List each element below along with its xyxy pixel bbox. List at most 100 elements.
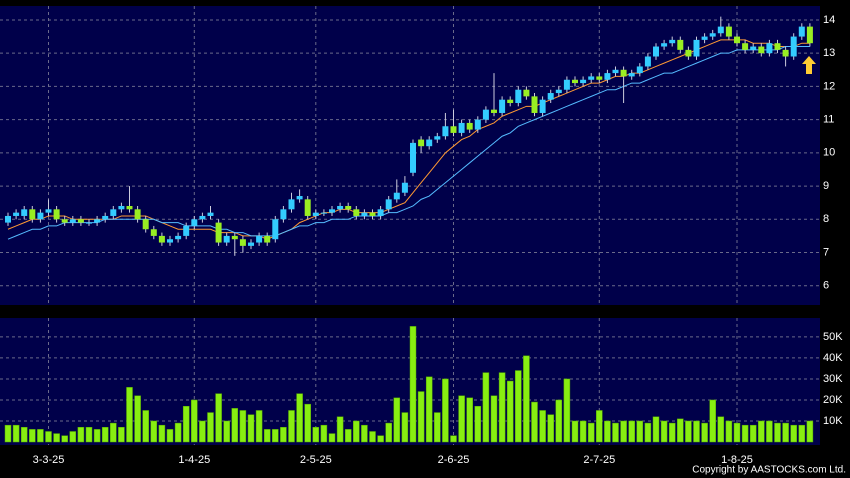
candle-body bbox=[369, 212, 376, 216]
volume-bar bbox=[312, 427, 320, 443]
candle-body bbox=[86, 222, 92, 224]
candle-body bbox=[53, 209, 60, 220]
candle-body bbox=[644, 56, 651, 67]
candle-body bbox=[385, 199, 392, 210]
volume-bar bbox=[191, 399, 198, 443]
volume-bar bbox=[166, 429, 174, 443]
candle-body bbox=[183, 225, 190, 236]
candle-body bbox=[782, 49, 789, 57]
volume-bar bbox=[506, 380, 514, 443]
volume-bar bbox=[207, 412, 214, 443]
volume-bar bbox=[4, 424, 12, 443]
candle-body bbox=[701, 36, 708, 40]
volume-bar bbox=[474, 406, 482, 443]
volume-bar bbox=[709, 399, 716, 443]
candle-body bbox=[693, 39, 700, 57]
copyright: Copyright by AASTOCKS.com Ltd. bbox=[692, 465, 846, 476]
candle-body bbox=[491, 109, 497, 113]
candle-body bbox=[742, 43, 749, 50]
candle-body bbox=[661, 43, 668, 47]
candle-body bbox=[272, 219, 279, 240]
y-tick-label: 13 bbox=[823, 47, 835, 59]
candle-body bbox=[231, 235, 238, 240]
volume-bar bbox=[717, 416, 725, 443]
candle-body bbox=[158, 235, 165, 243]
volume-bar bbox=[425, 376, 433, 443]
volume-bar bbox=[620, 420, 627, 443]
volume-bar bbox=[142, 410, 149, 443]
volume-bar bbox=[758, 420, 765, 443]
volume-bar bbox=[806, 420, 814, 443]
candle-body bbox=[677, 39, 684, 50]
volume-bar bbox=[85, 427, 93, 443]
volume-bar bbox=[93, 429, 101, 443]
volume-bar bbox=[782, 422, 789, 443]
y-tick-label: 20K bbox=[823, 394, 843, 406]
volume-bar bbox=[798, 424, 806, 443]
volume-bar bbox=[29, 429, 36, 443]
candle-body bbox=[628, 73, 635, 77]
y-tick-label: 10 bbox=[823, 147, 835, 159]
volume-bar bbox=[409, 326, 417, 443]
candle-body bbox=[21, 209, 28, 216]
volume-bar bbox=[612, 422, 619, 443]
candle-body bbox=[523, 89, 530, 97]
volume-bar bbox=[353, 420, 360, 443]
candle-body bbox=[596, 76, 603, 80]
candle-body bbox=[320, 212, 327, 214]
candle-body bbox=[434, 136, 441, 140]
y-tick-label: 6 bbox=[823, 280, 829, 292]
y-tick-label: 11 bbox=[823, 114, 834, 126]
volume-bar bbox=[361, 424, 368, 443]
volume-bar bbox=[336, 416, 344, 443]
volume-bar bbox=[644, 422, 652, 443]
candle-body bbox=[725, 26, 732, 37]
volume-bar bbox=[636, 420, 644, 443]
volume-bar bbox=[587, 422, 595, 443]
candle-body bbox=[256, 235, 263, 243]
volume-bar bbox=[20, 427, 28, 443]
volume-bar bbox=[61, 435, 68, 443]
candle-body bbox=[61, 219, 68, 223]
volume-bar bbox=[12, 424, 20, 443]
volume-bar bbox=[660, 420, 668, 443]
volume-bar bbox=[369, 431, 376, 443]
candle-body bbox=[750, 46, 757, 50]
volume-bar bbox=[498, 372, 506, 443]
volume-bar bbox=[215, 393, 222, 443]
volume-bar bbox=[733, 422, 741, 443]
candle-body bbox=[29, 209, 36, 220]
candle-body bbox=[77, 219, 84, 223]
volume-bar bbox=[628, 420, 635, 443]
volume-bar bbox=[255, 410, 263, 443]
x-tick-label: 3-3-25 bbox=[33, 454, 65, 466]
volume-bar bbox=[790, 424, 797, 443]
volume-bar bbox=[442, 378, 449, 443]
candle-body bbox=[806, 26, 813, 44]
marker-arrow bbox=[802, 56, 816, 74]
candle-body bbox=[304, 199, 311, 216]
volume-bar bbox=[37, 429, 44, 443]
y-tick-label: 9 bbox=[823, 180, 829, 192]
candle-body bbox=[199, 215, 206, 220]
candle-body bbox=[466, 122, 473, 130]
volume-bar bbox=[490, 395, 498, 443]
candle-body bbox=[450, 126, 457, 133]
candle-body bbox=[45, 209, 52, 213]
y-tick-label: 10K bbox=[823, 415, 843, 427]
volume-bar bbox=[320, 424, 328, 443]
candle-body bbox=[134, 209, 141, 220]
volume-bar bbox=[239, 410, 247, 443]
candle-body bbox=[110, 209, 117, 216]
x-tick-label: 1-8-25 bbox=[721, 454, 753, 466]
candle-body bbox=[377, 209, 384, 216]
candle-body bbox=[37, 212, 44, 220]
candle-body bbox=[555, 89, 562, 94]
candle-body bbox=[539, 99, 546, 113]
volume-bar bbox=[344, 429, 352, 443]
candle-body bbox=[337, 205, 344, 210]
candle-body bbox=[94, 219, 101, 223]
y-tick-label: 30K bbox=[823, 373, 843, 385]
volume-bar bbox=[539, 410, 546, 443]
candle-body bbox=[280, 209, 287, 220]
